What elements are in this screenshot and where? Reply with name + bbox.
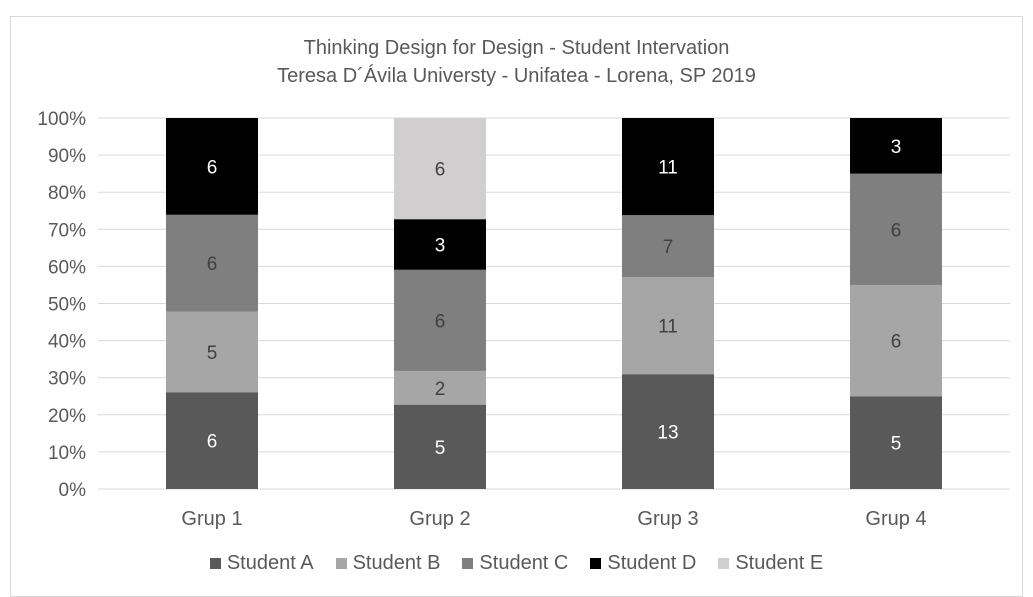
bar-segment	[166, 392, 258, 489]
legend-swatch	[462, 558, 474, 569]
legend-swatch	[590, 558, 602, 569]
data-label: 6	[891, 332, 902, 353]
chart-subtitle: Teresa D´Ávila Universty - Unifatea - Lo…	[277, 65, 756, 87]
y-tick-label: 20%	[48, 406, 86, 427]
y-tick-label: 0%	[59, 480, 87, 501]
legend-item: Student E	[718, 552, 823, 575]
data-label: 13	[657, 423, 678, 444]
chart-title: Thinking Design for Design - Student Int…	[303, 37, 730, 59]
x-tick-label: Grup 2	[409, 508, 470, 530]
bar-segment	[394, 219, 486, 270]
bar-segment	[166, 118, 258, 215]
data-label: 5	[207, 343, 218, 364]
x-tick-label: Grup 4	[865, 508, 926, 530]
bar-segment	[166, 311, 258, 393]
bar-segment	[622, 277, 714, 375]
y-tick-label: 30%	[48, 369, 86, 390]
bar-segment	[850, 173, 942, 285]
legend-label: Student A	[226, 552, 314, 574]
bar-segment	[850, 396, 942, 489]
data-label: 6	[207, 254, 218, 275]
y-tick-label: 100%	[37, 109, 86, 130]
y-tick-label: 60%	[48, 257, 86, 278]
legend-swatch	[335, 558, 347, 569]
y-tick-label: 70%	[48, 220, 86, 241]
x-tick-label: Grup 3	[637, 508, 698, 530]
data-label: 6	[435, 160, 446, 181]
bar-segment	[166, 214, 258, 312]
data-label: 6	[207, 432, 218, 453]
data-label: 11	[658, 317, 678, 338]
x-tick-label: Grup 1	[181, 508, 242, 530]
data-label: 6	[891, 220, 902, 241]
bar-segment	[394, 404, 486, 489]
data-label: 7	[663, 237, 674, 258]
legend-label: Student D	[607, 552, 697, 574]
data-label: 11	[658, 158, 678, 179]
y-tick-label: 80%	[48, 183, 86, 204]
legend-swatch	[718, 558, 730, 569]
bar-segment	[622, 118, 714, 216]
y-tick-label: 40%	[48, 332, 86, 353]
legend-label: Student E	[735, 552, 824, 574]
bar-segment	[850, 284, 942, 397]
data-label: 5	[891, 434, 902, 455]
legend-swatch	[209, 558, 221, 569]
legend-label: Student C	[479, 552, 569, 574]
chart-legend: Student A Student B Student C Student D Stud…	[0, 552, 1033, 575]
data-label: 6	[207, 157, 218, 178]
legend-item: Student D	[590, 552, 696, 575]
bar-segment	[394, 118, 486, 220]
y-tick-label: 50%	[48, 295, 86, 316]
bar-segment	[850, 118, 942, 174]
legend-label: Student B	[352, 552, 441, 574]
legend-item: Student C	[462, 552, 568, 575]
data-label: 6	[435, 311, 446, 332]
legend-item: Student B	[335, 552, 441, 575]
data-label: 3	[891, 137, 902, 158]
legend-item: Student A	[209, 552, 314, 575]
data-label: 3	[435, 235, 446, 256]
bar-segment	[622, 374, 714, 489]
bar-segment	[622, 215, 714, 277]
data-label: 2	[435, 379, 446, 400]
y-tick-label: 10%	[48, 443, 86, 464]
bar-segment	[394, 269, 486, 371]
y-tick-label: 90%	[48, 146, 86, 167]
data-label: 5	[435, 438, 446, 459]
bar-segment	[394, 370, 486, 405]
